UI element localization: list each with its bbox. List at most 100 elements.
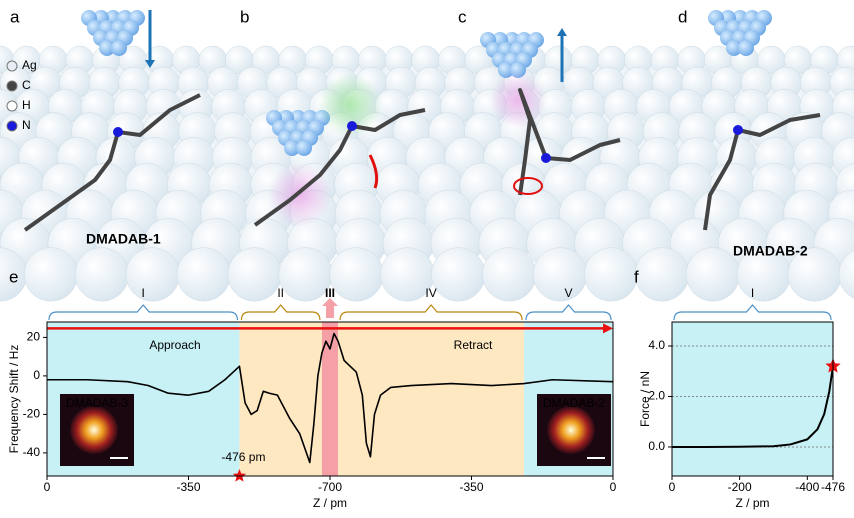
atom <box>329 247 384 302</box>
inset-label: DMADAB-2 <box>543 396 605 410</box>
region-label: III <box>325 286 335 300</box>
y-tick-label: -20 <box>23 407 41 421</box>
legend-label: H <box>22 98 31 112</box>
atom <box>125 247 180 302</box>
tip-atom <box>111 40 127 56</box>
x-axis-label: Z / pm <box>735 496 769 510</box>
x-tick-label: -476 <box>821 480 845 494</box>
arrow-head <box>145 60 155 68</box>
atom <box>74 247 129 302</box>
atom <box>583 247 639 302</box>
region-label: II <box>277 286 284 300</box>
y-tick-label: 0.0 <box>648 439 665 453</box>
inset-spot <box>70 406 118 454</box>
tip-atom <box>738 40 754 56</box>
atom <box>533 247 588 302</box>
region <box>672 322 833 476</box>
panel-label: b <box>240 7 249 26</box>
bracket <box>525 304 612 321</box>
plot-frame <box>671 321 834 477</box>
legend-swatch <box>6 60 18 72</box>
atom <box>838 249 854 299</box>
legend-swatch <box>6 80 18 92</box>
region-label: I <box>751 286 754 300</box>
ring-mark <box>513 177 543 195</box>
legend-label: C <box>22 78 31 92</box>
legend-label: Ag <box>22 58 37 72</box>
atom <box>482 247 537 302</box>
top-labels: a b c d DMADAB-1 DMADAB-2 <box>10 7 808 258</box>
y-tick-label: 4.0 <box>648 338 665 352</box>
plot-frame <box>46 321 614 477</box>
x-tick-label: 0 <box>44 480 51 494</box>
star <box>232 469 247 482</box>
nitrogen <box>113 127 123 137</box>
legend-swatch <box>6 120 18 132</box>
bracket <box>240 304 321 321</box>
inset-label: DMADAB-3 <box>66 396 128 410</box>
region-arrow <box>322 298 338 306</box>
atom <box>23 247 78 302</box>
region-label: IV <box>425 286 436 300</box>
legend-swatch <box>6 100 18 112</box>
bracket <box>48 304 239 321</box>
atom <box>431 247 486 302</box>
molecule <box>518 88 621 196</box>
tip-atom <box>284 140 300 156</box>
panel-label: c <box>458 7 467 26</box>
y-tick-label: 20 <box>27 330 41 344</box>
y-tick-label: -40 <box>23 445 41 459</box>
x-tick-label: -350 <box>459 480 483 494</box>
molecule <box>23 93 201 232</box>
region-arrow <box>326 304 334 318</box>
tip-atom <box>99 40 115 56</box>
x-tick-label: -200 <box>728 480 752 494</box>
panel-label: e <box>9 267 18 286</box>
nitrogen <box>733 125 743 135</box>
molecule-label: DMADAB-2 <box>733 243 808 259</box>
annotation: Approach <box>149 338 200 352</box>
bracket <box>673 304 832 321</box>
x-tick-label: -700 <box>318 480 342 494</box>
atom <box>176 247 231 302</box>
y-tick-label: 0 <box>33 368 40 382</box>
arrow-head <box>557 28 567 36</box>
nitrogen <box>541 153 551 163</box>
y-axis-label: Frequency Shift / Hz <box>7 345 21 454</box>
molecule-label: DMADAB-1 <box>86 231 161 247</box>
y-tick-label: 2.0 <box>648 389 665 403</box>
region <box>338 322 525 476</box>
atom <box>685 247 740 302</box>
tip-atom <box>296 140 312 156</box>
inset-spot <box>547 406 595 454</box>
x-tick-label: -400 <box>795 480 819 494</box>
annotation: -476 pm <box>221 450 265 464</box>
region-label: V <box>565 286 573 300</box>
surface-illustration <box>0 10 854 302</box>
data-line <box>47 332 614 464</box>
panel-label: d <box>678 7 687 26</box>
nitrogen <box>347 121 357 131</box>
x-axis-label: Z / pm <box>313 496 347 510</box>
atom <box>634 247 690 302</box>
region <box>321 322 339 476</box>
x-tick-label: 0 <box>610 480 617 494</box>
panel-label: f <box>634 267 639 286</box>
glow <box>490 72 546 128</box>
glow <box>318 73 382 137</box>
data-line <box>672 366 834 448</box>
molecule <box>253 108 426 227</box>
y-axis-label: Force / nN <box>638 371 652 427</box>
bracket <box>339 304 523 321</box>
rotation-arrow <box>368 154 379 189</box>
region <box>239 322 322 476</box>
x-tick-label: -350 <box>176 480 200 494</box>
atom <box>227 247 282 302</box>
annotation: Retract <box>454 338 493 352</box>
tip-atom <box>726 40 742 56</box>
direction-arrow-head <box>603 323 613 334</box>
x-tick-label: 0 <box>669 480 676 494</box>
region-label: I <box>142 286 145 300</box>
legend-label: N <box>22 118 31 132</box>
